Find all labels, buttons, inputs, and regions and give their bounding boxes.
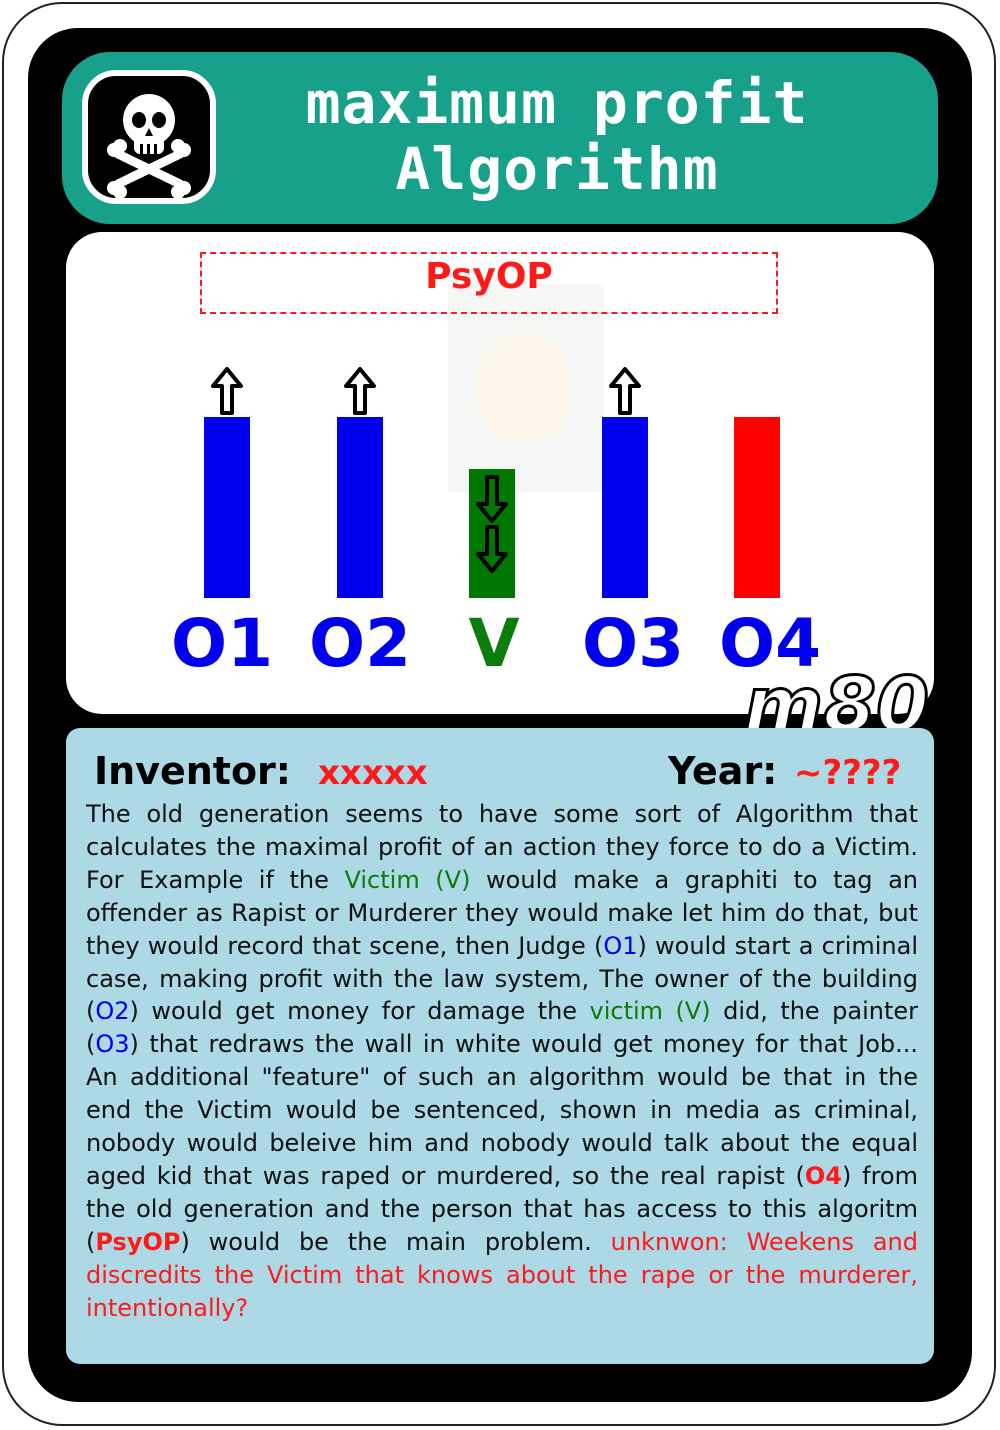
desc-part: ) would get money for damage the bbox=[129, 997, 590, 1026]
inventor-label: Inventor: bbox=[94, 749, 291, 793]
desc-psyop-ref: PsyOP bbox=[95, 1227, 181, 1256]
bar-o2 bbox=[337, 417, 383, 598]
bar-o1 bbox=[204, 417, 250, 598]
desc-part: The old generation seems to have some so… bbox=[86, 800, 918, 894]
info-panel bbox=[66, 728, 934, 1364]
desc-part: ) that redraws the wall in white would g… bbox=[86, 1030, 918, 1190]
label-o3: O3 bbox=[581, 605, 685, 682]
label-v: V bbox=[468, 605, 520, 682]
desc-o2-ref: O2 bbox=[95, 997, 130, 1026]
desc-part: ) would start a criminal case, making pr… bbox=[86, 931, 919, 1026]
arrow-up-icon bbox=[344, 367, 376, 415]
desc-o1-ref: O1 bbox=[603, 931, 638, 960]
card-title-line-2: Algorithm bbox=[395, 135, 719, 203]
year-label: Year: bbox=[668, 749, 778, 793]
desc-part: ) would be the main problem. bbox=[180, 1227, 611, 1256]
skull-crossbones-icon bbox=[82, 70, 216, 204]
desc-o4-ref: O4 bbox=[804, 1161, 843, 1190]
card-title-line-1: maximum profit bbox=[305, 69, 809, 137]
bar-o3 bbox=[602, 417, 648, 598]
arrow-down-icon bbox=[476, 475, 508, 523]
bar-v bbox=[469, 469, 515, 598]
desc-part: did, the painter ( bbox=[86, 997, 919, 1059]
desc-unknown-note: unknwon: Weekens and discredits the Vict… bbox=[86, 1227, 918, 1322]
desc-part: would make a graphiti to tag an offender… bbox=[86, 865, 918, 960]
background-poster-image bbox=[448, 284, 604, 492]
label-o4: O4 bbox=[718, 605, 822, 682]
psyop-box bbox=[200, 252, 778, 314]
desc-o3-ref: O3 bbox=[95, 1030, 130, 1059]
bar-o4 bbox=[734, 417, 780, 598]
desc-part: ) from the old generation and the person… bbox=[86, 1161, 918, 1256]
desc-victim-ref: Victim (V) bbox=[344, 865, 471, 894]
year-value: ~???? bbox=[794, 753, 902, 793]
arrow-down-icon bbox=[476, 525, 508, 573]
label-o2: O2 bbox=[308, 605, 412, 682]
arrow-up-icon bbox=[609, 367, 641, 415]
desc-victim-ref: victim (V) bbox=[589, 997, 711, 1026]
label-o1: O1 bbox=[170, 605, 274, 682]
arrow-up-icon bbox=[211, 367, 243, 415]
description-text: The old generation seems to have some so… bbox=[86, 798, 918, 1325]
inventor-value: xxxxx bbox=[318, 753, 428, 793]
psyop-label: PsyOP bbox=[425, 256, 553, 297]
